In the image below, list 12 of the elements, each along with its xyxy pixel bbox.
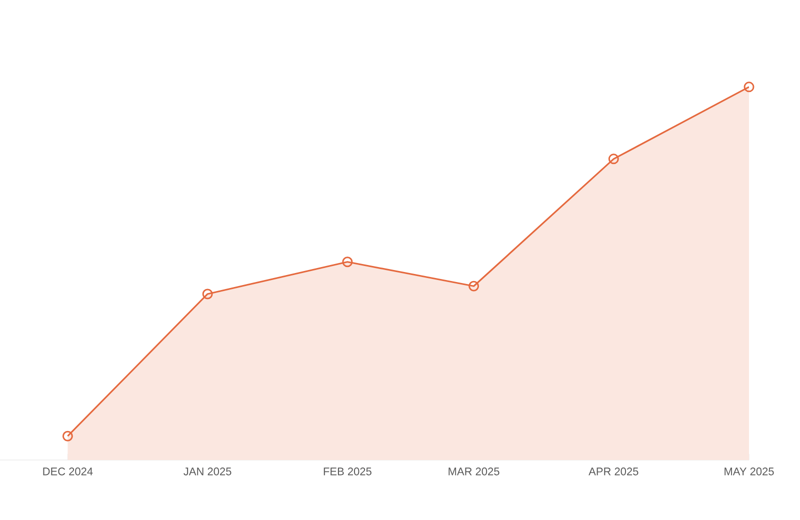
point <box>62 430 73 442</box>
x-tick-label: MAR 2025 <box>448 468 500 476</box>
x-tick-label: MAY 2025 <box>724 468 774 476</box>
point <box>342 256 353 268</box>
x-tick-label: APR 2025 <box>588 468 638 476</box>
point <box>468 280 480 292</box>
point <box>202 288 213 300</box>
point <box>744 82 754 92</box>
x-tick-label: FEB 2025 <box>324 468 372 476</box>
x-tick-label: DEC 2024 <box>43 468 93 476</box>
point <box>608 154 619 164</box>
x-tick-label: JAN 2025 <box>184 468 232 476</box>
